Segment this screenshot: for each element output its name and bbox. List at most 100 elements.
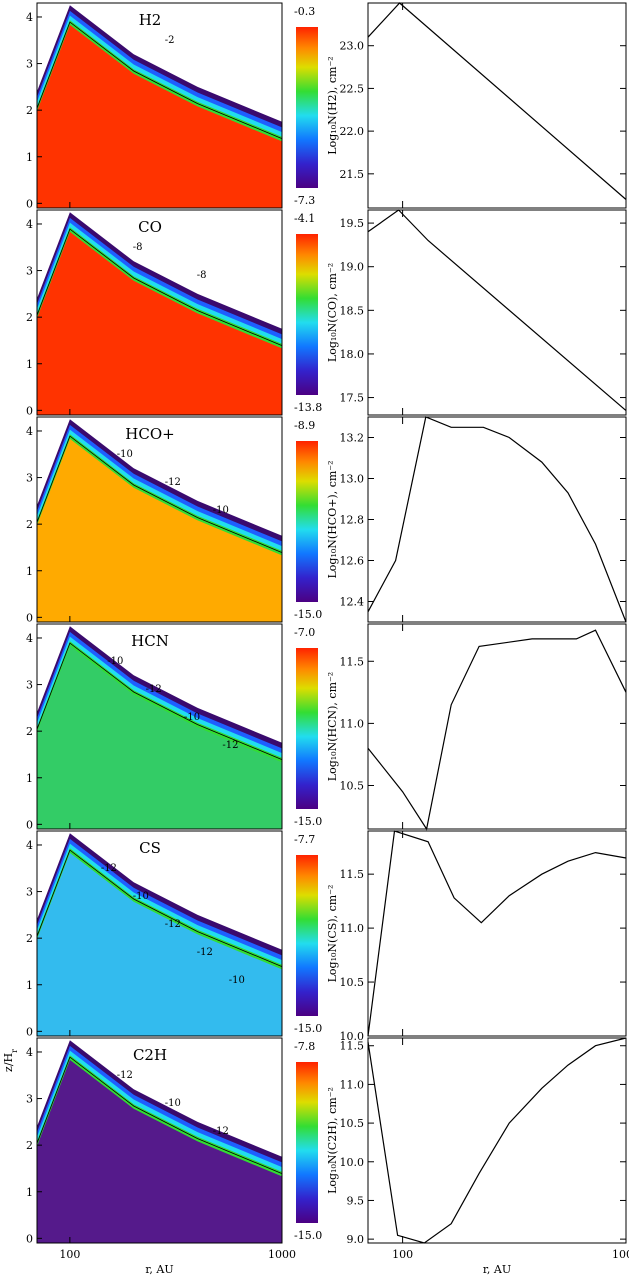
profile-ytick-label: 17.5 xyxy=(340,392,365,405)
species-title: C2H xyxy=(133,1046,167,1064)
colorbar-max-label: -4.1 xyxy=(294,212,315,225)
contour-ytick-label: 2 xyxy=(26,725,33,738)
contour-ytick-label: 0 xyxy=(26,1232,33,1245)
profile-ytick-label: 12.8 xyxy=(340,514,365,527)
contour-label: -8 xyxy=(197,270,207,281)
colorbar-max-label: -7.0 xyxy=(294,626,315,639)
colorbar-max-label: -7.8 xyxy=(294,1040,315,1053)
profile-frame xyxy=(367,416,627,623)
profile-frame xyxy=(367,830,627,1037)
contour-ytick-label: 2 xyxy=(26,518,33,531)
profile-ytick-label: 13.0 xyxy=(340,473,365,486)
profile-ytick-label: 12.4 xyxy=(340,596,365,609)
profile-ytick-label: 18.0 xyxy=(340,348,365,361)
contour-band xyxy=(37,645,282,829)
profile-ytick-label: 12.6 xyxy=(340,555,365,568)
contour-label: -10 xyxy=(133,891,149,902)
contour-ytick-label: 1 xyxy=(26,151,33,164)
contour-ytick-label: 3 xyxy=(26,679,33,692)
contour-band xyxy=(37,24,282,209)
contour-xtick-label: 100 xyxy=(59,1248,80,1261)
contour-ytick-label: 2 xyxy=(26,104,33,117)
contour-line xyxy=(36,642,283,760)
profile-ylabel: Log₁₀N(HCN), cm⁻² xyxy=(326,672,339,781)
species-title: HCO+ xyxy=(125,425,174,443)
colorbar-max-label: -0.3 xyxy=(294,5,315,18)
profile-ytick-label: 10.0 xyxy=(340,1156,365,1169)
contour-line xyxy=(36,849,283,967)
profile-ytick-label: 19.5 xyxy=(340,217,365,230)
profile-ytick-label: 10.0 xyxy=(340,1030,365,1043)
contour-label: -10 xyxy=(229,975,245,986)
contour-label: -10 xyxy=(184,712,200,723)
panel-cs: -12 -10 -12 -12 -10 CS 0 1 2 3 4 -7.7 -15.0 Log₁₀N(CS… xyxy=(26,830,627,1043)
contour-ytick-label: 2 xyxy=(26,1139,33,1152)
colorbar xyxy=(296,1062,318,1223)
profile-ytick-label: 10.5 xyxy=(340,976,365,989)
profile-ytick-label: 13.2 xyxy=(340,432,365,445)
species-title: CO xyxy=(138,218,162,236)
contour-ytick-label: 1 xyxy=(26,1186,33,1199)
profile-ytick-label: 23.0 xyxy=(340,40,365,53)
profile-ytick-label: 22.5 xyxy=(340,82,365,95)
profile-xtick-label: 1000 xyxy=(612,1248,629,1261)
contour-frame xyxy=(36,830,283,1037)
contour-label: -12 xyxy=(101,863,117,874)
profile-ylabel: Log₁₀N(C2H), cm⁻² xyxy=(326,1087,339,1194)
profile-ylabel: Log₁₀N(HCO+), cm⁻² xyxy=(326,460,339,578)
contour-label: -12 xyxy=(222,740,238,751)
profile-line xyxy=(367,1037,627,1244)
contour-label: -10 xyxy=(107,656,123,667)
species-title: H2 xyxy=(139,11,162,29)
contour-ylabel: z/Hr xyxy=(2,1049,19,1072)
contour-band xyxy=(37,1059,282,1243)
colorbar-max-label: -8.9 xyxy=(294,419,315,432)
panel-hcoplus: -10 -12 -10 HCO+ 0 1 2 3 4 -8.9 -15.0 Log₁₀N(HCO+),… xyxy=(26,416,627,624)
contour-frame xyxy=(36,623,283,830)
panel-co: -8 -8 CO 0 1 2 3 4 -4.1 -13.8 Log₁₀N(CO), cm⁻² 17.5… xyxy=(26,209,627,417)
contour-frame xyxy=(36,1037,283,1244)
colorbar-min-label: -15.0 xyxy=(294,608,322,621)
profile-ylabel: Log₁₀N(CO), cm⁻² xyxy=(326,263,339,362)
contour-label: -10 xyxy=(117,449,133,460)
contour-ytick-label: 2 xyxy=(26,932,33,945)
contour-label: -12 xyxy=(213,1126,229,1137)
profile-line xyxy=(367,629,627,831)
profile-frame xyxy=(367,209,627,416)
contour-ytick-label: 4 xyxy=(26,425,33,438)
contour-line xyxy=(36,1056,283,1174)
contour-ylabel-sub: r xyxy=(10,1049,19,1053)
contour-label: -12 xyxy=(197,947,213,958)
contour-ytick-label: 4 xyxy=(26,218,33,231)
colorbar-min-label: -15.0 xyxy=(294,1022,322,1035)
contour-frame xyxy=(36,416,283,623)
contour-frame xyxy=(36,209,283,416)
colorbar-min-label: -15.0 xyxy=(294,1229,322,1242)
contour-band xyxy=(37,438,282,622)
profile-ytick-label: 9.0 xyxy=(347,1233,365,1246)
colorbar xyxy=(296,441,318,602)
colorbar-min-label: -15.0 xyxy=(294,815,322,828)
contour-ytick-label: 0 xyxy=(26,404,33,417)
contour-ytick-label: 4 xyxy=(26,1046,33,1059)
profile-line xyxy=(367,209,627,412)
colorbar xyxy=(296,855,318,1016)
contour-line xyxy=(36,435,283,553)
profile-xtick-label: 100 xyxy=(392,1248,413,1261)
panel-h2: -2H2 0 1 2 3 4 -0.3 -7.3 Log₁₀N(H2), cm⁻² 21.5 22.… xyxy=(26,2,627,210)
profile-ytick-label: 19.0 xyxy=(340,261,365,274)
profile-line xyxy=(367,416,627,623)
contour-label: -8 xyxy=(133,242,143,253)
contour-xtick-label: 1000 xyxy=(268,1248,296,1261)
contour-xlabel: r, AU xyxy=(145,1263,173,1276)
contour-label: -12 xyxy=(117,1070,133,1081)
contour-ytick-label: 1 xyxy=(26,772,33,785)
contour-ytick-label: 3 xyxy=(26,472,33,485)
contour-ytick-label: 4 xyxy=(26,11,33,24)
contour-ytick-label: 1 xyxy=(26,979,33,992)
colorbar xyxy=(296,648,318,809)
profile-ytick-label: 10.5 xyxy=(340,1117,365,1130)
profile-ytick-label: 21.5 xyxy=(340,168,365,181)
